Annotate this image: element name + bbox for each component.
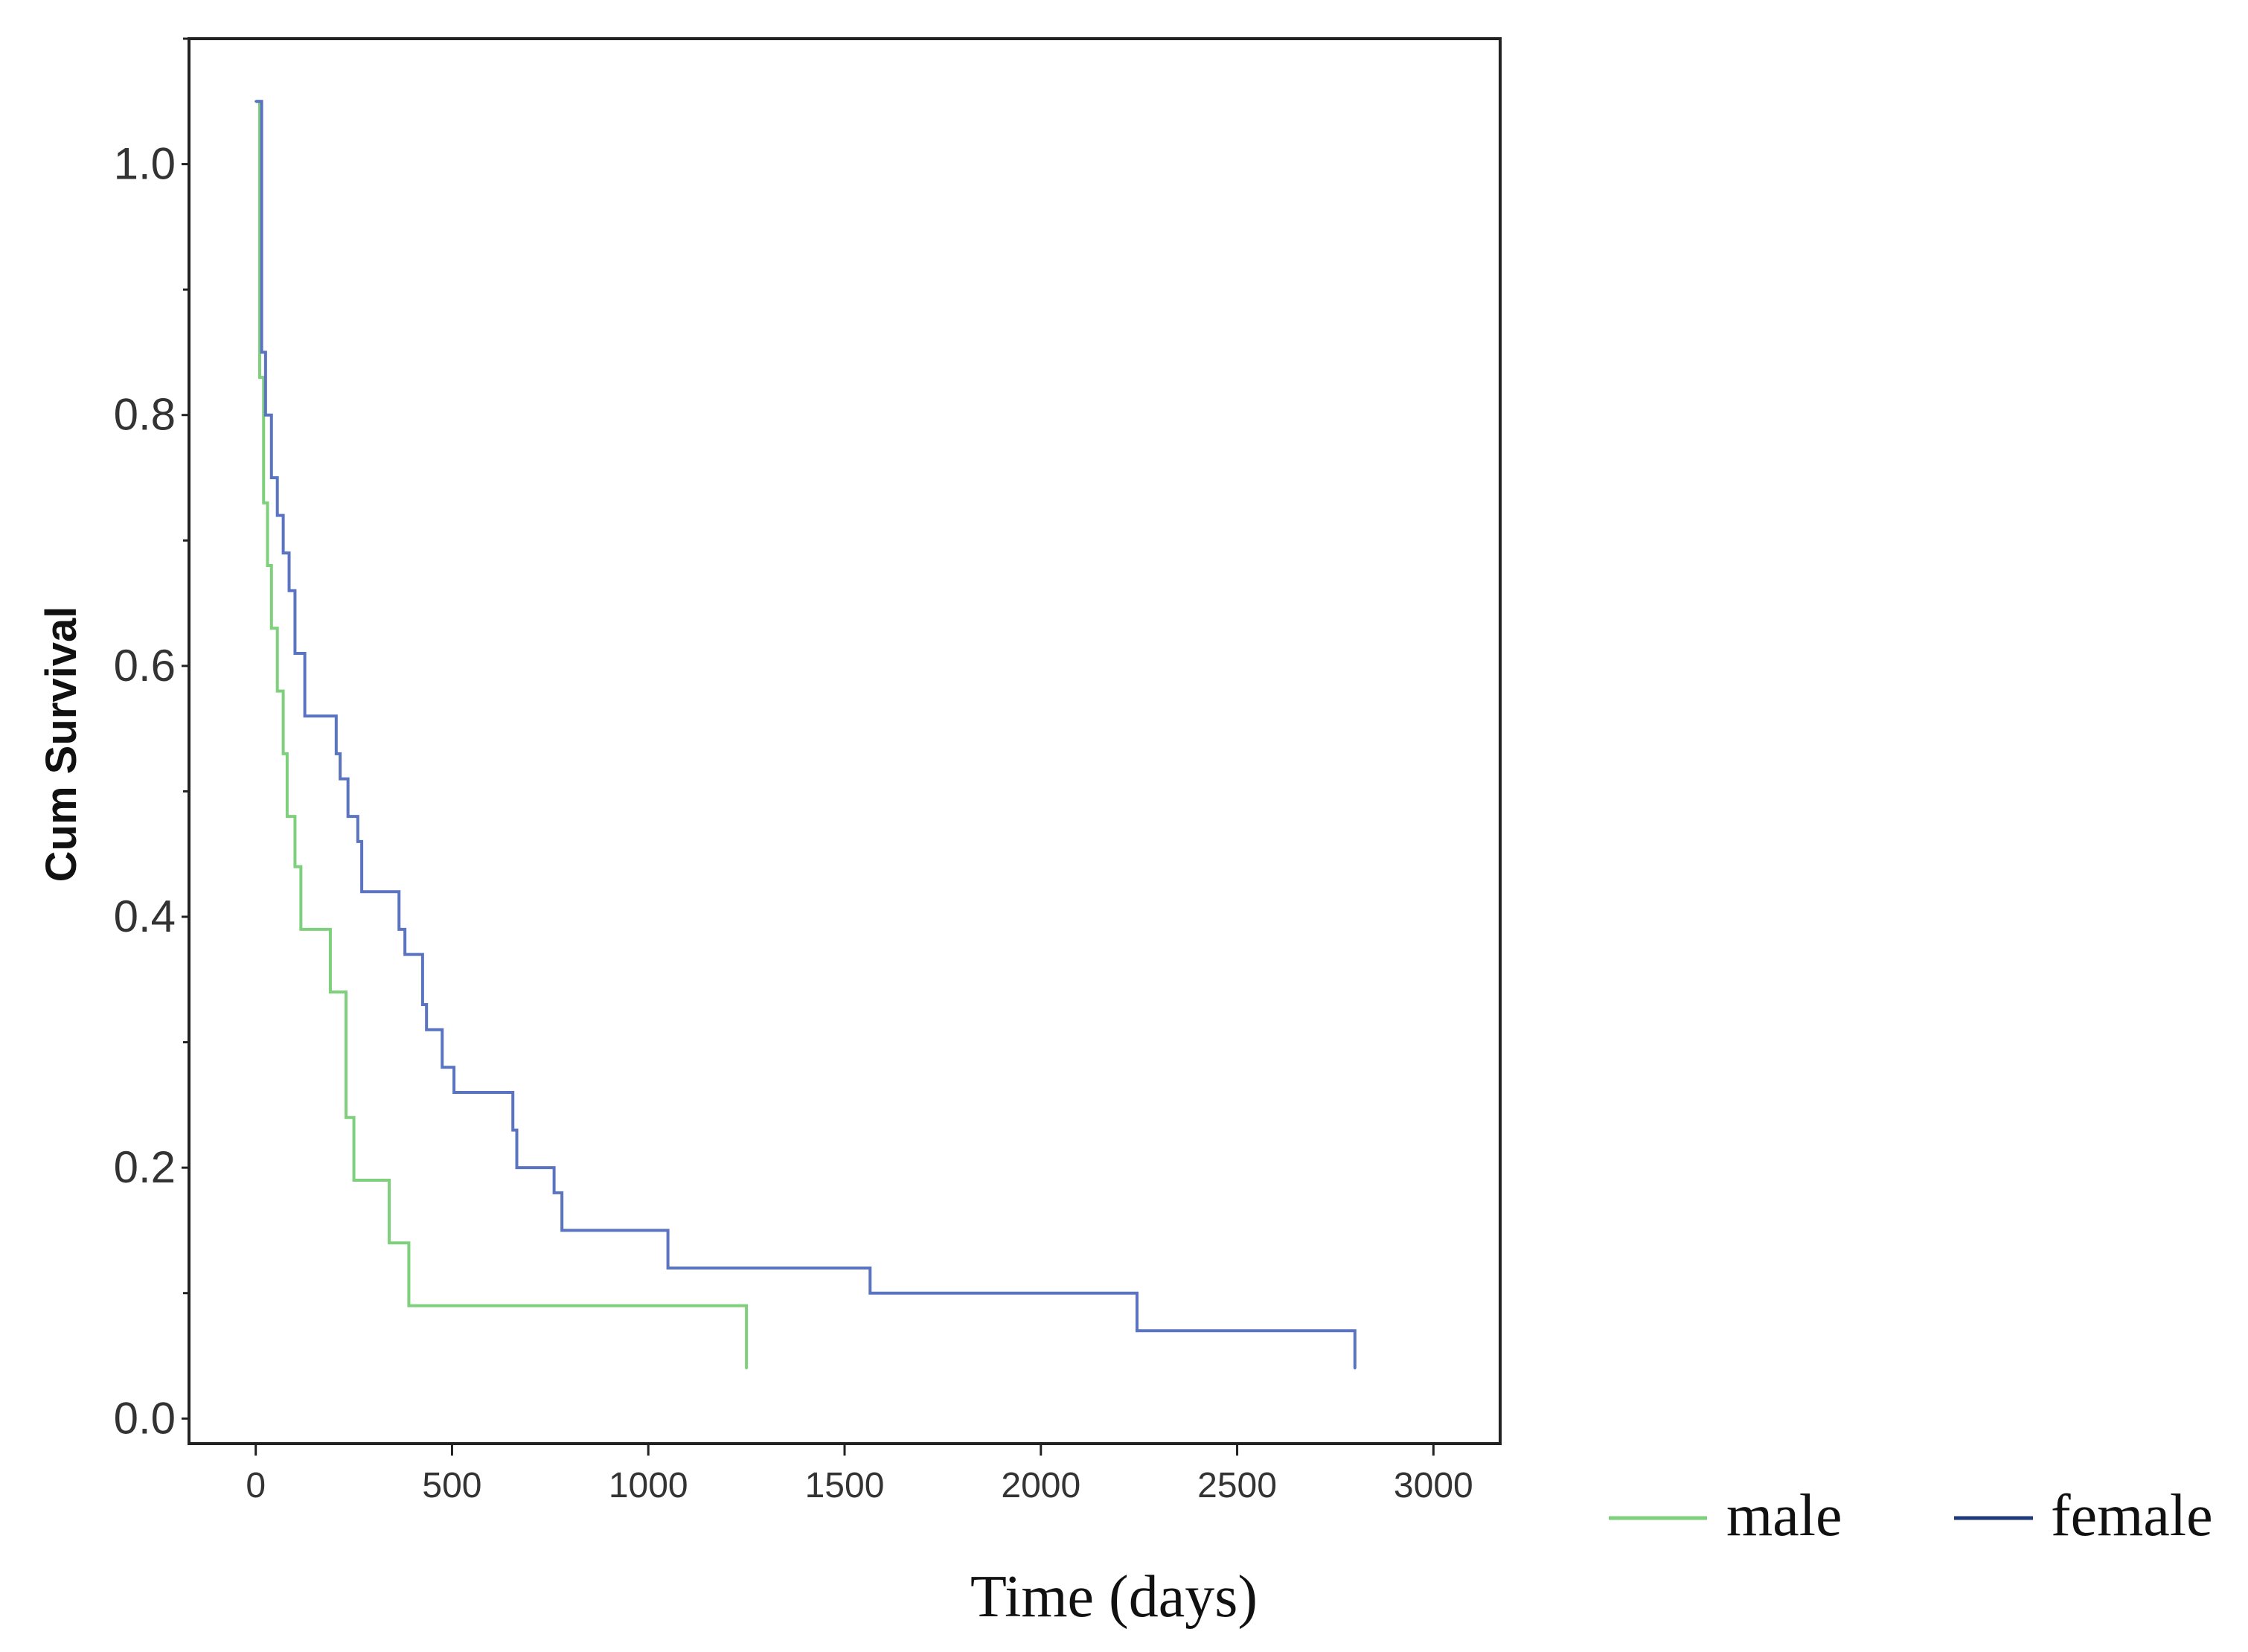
x-tick-label: 3000 [1394,1466,1473,1505]
series-male-point [345,1116,348,1119]
series-female-point [441,1066,443,1069]
x-tick-label: 2500 [1197,1466,1277,1505]
series-male-point [262,502,265,505]
series-female-point [425,1028,428,1031]
series-female-line [255,100,1357,1368]
x-tick-label: 1000 [609,1466,688,1505]
series-male-point [270,627,273,630]
series-female-point [356,840,359,843]
legend-male-label: male [1726,1483,1842,1549]
series-female-point [270,476,273,479]
series-layer [254,100,1357,1370]
series-female-point [264,414,267,417]
series-female-point [339,778,342,781]
series-male-point [266,564,269,567]
y-tick-label: 0.2 [114,1142,176,1192]
legend-female-label: female [2051,1483,2213,1549]
y-axis-title: Cum Survival [37,606,86,883]
series-female-point [553,1191,556,1194]
series-male-point [293,865,296,868]
series-female-point [421,1003,424,1006]
series-female-point [1136,1329,1139,1332]
series-female-point [511,1129,514,1132]
x-axis-title: Time (days) [970,1564,1258,1630]
series-female-point [667,1267,670,1270]
series-female-point [335,752,338,755]
series-male-point [353,1179,356,1182]
series-male-point [745,1367,748,1370]
series-female-point [397,928,400,931]
y-tick-label: 0.6 [114,641,176,691]
y-tick-label: 0.4 [114,891,176,941]
series-male-point [276,690,279,693]
series-female-point [560,1229,563,1232]
series-female-point [304,714,307,717]
series-male-point [286,815,289,818]
x-tick-label: 500 [422,1466,481,1505]
y-axis-ticks: 0.0 0.2 0.4 0.6 0.8 1.0 [114,37,189,1443]
series-male-line [255,100,749,1368]
series-female-point [516,1166,518,1169]
y-tick-label: 0.0 [114,1393,176,1443]
series-male-point [282,752,285,755]
series-female-point [293,652,296,655]
series-female-point [254,100,257,103]
series-female-point [347,815,350,818]
series-female-point [360,890,363,893]
y-tick-label: 0.8 [114,390,176,440]
series-female-point [260,350,263,353]
y-tick-label: 1.0 [114,139,176,189]
series-female-point [288,589,291,592]
x-axis-ticks: 0 500 1000 1500 2000 2500 3000 [246,1444,1473,1505]
plot-frame [188,37,1502,1445]
series-female-point [282,551,285,554]
series-female-point [452,1091,455,1094]
series-male-point [388,1241,391,1244]
legend: male female [1609,1483,2213,1549]
x-tick-label: 0 [246,1466,266,1505]
series-male-point [407,1304,410,1307]
series-male-point [329,990,332,993]
series-female-point [403,953,406,956]
x-tick-label: 1500 [805,1466,885,1505]
series-male-point [299,928,302,931]
series-female-point [1354,1367,1357,1370]
series-female-point [868,1292,871,1295]
x-tick-label: 2000 [1001,1466,1080,1505]
series-female-point [276,514,279,517]
series-male-point [258,376,261,379]
